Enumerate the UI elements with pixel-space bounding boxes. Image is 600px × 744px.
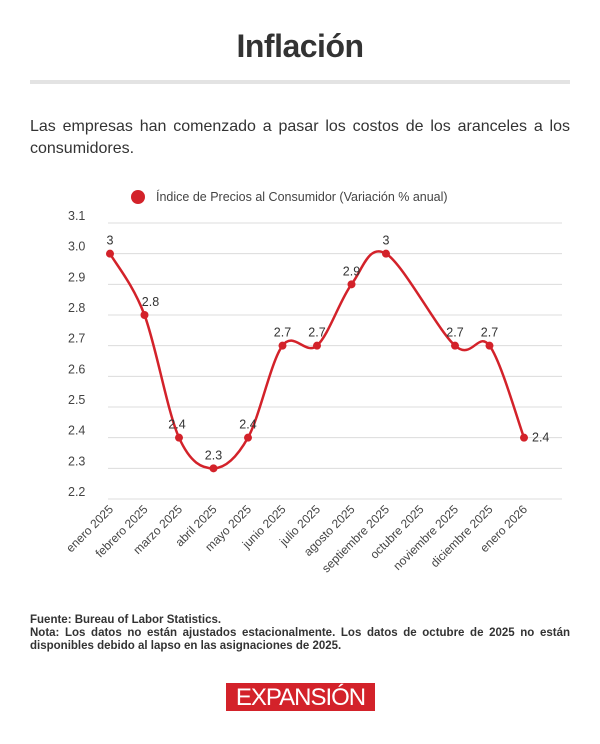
y-tick-label: 2.8 [68, 301, 85, 315]
data-point [175, 433, 183, 442]
data-label: 2.4 [239, 418, 256, 432]
data-label: 2.7 [446, 326, 463, 340]
data-point [451, 341, 459, 350]
data-point [209, 464, 218, 473]
data-label: 3 [383, 234, 390, 248]
legend-label: Índice de Precios al Consumidor (Variaci… [156, 189, 448, 204]
data-label: 3 [107, 234, 114, 248]
data-point [106, 249, 114, 258]
data-point [382, 249, 390, 258]
footnotes: Fuente: Bureau of Labor Statistics. Nota… [30, 614, 570, 653]
y-tick-label: 2.6 [68, 362, 85, 376]
y-tick-label: 3.1 [68, 209, 85, 223]
data-label: 2.4 [532, 431, 549, 445]
series-line [108, 250, 526, 470]
legend-marker [131, 190, 145, 204]
title-divider [30, 80, 570, 84]
expansion-logo: EXPANSIÓN [226, 683, 375, 711]
data-point [313, 341, 321, 350]
y-tick-label: 2.3 [68, 454, 85, 468]
y-tick-label: 2.2 [68, 485, 85, 499]
data-label: 2.7 [481, 326, 498, 340]
data-label: 2.9 [343, 264, 360, 278]
data-point [520, 433, 528, 442]
data-point [278, 341, 287, 350]
y-tick-label: 3.0 [68, 240, 85, 254]
note-text: Nota: Los datos no están ajustados estac… [30, 627, 570, 652]
data-label: 2.4 [168, 418, 185, 432]
data-point [485, 341, 494, 350]
y-tick-label: 2.9 [68, 270, 85, 284]
data-point [244, 433, 252, 442]
y-tick-label: 2.7 [68, 332, 85, 346]
y-tick-label: 2.4 [68, 424, 85, 438]
y-tick-label: 2.5 [68, 393, 85, 407]
data-point [140, 311, 149, 319]
data-label: 2.3 [205, 448, 222, 462]
data-label: 2.7 [308, 326, 325, 340]
line-chart: Índice de Precios al Consumidor (Variaci… [63, 189, 562, 575]
data-label: 2.7 [274, 326, 291, 340]
subtitle: Las empresas han comenzado a pasar los c… [30, 118, 570, 157]
data-label: 2.8 [142, 295, 159, 309]
source-text: Fuente: Bureau of Labor Statistics. [30, 614, 222, 626]
page-title: Inflación [236, 28, 364, 64]
data-point [347, 280, 356, 289]
